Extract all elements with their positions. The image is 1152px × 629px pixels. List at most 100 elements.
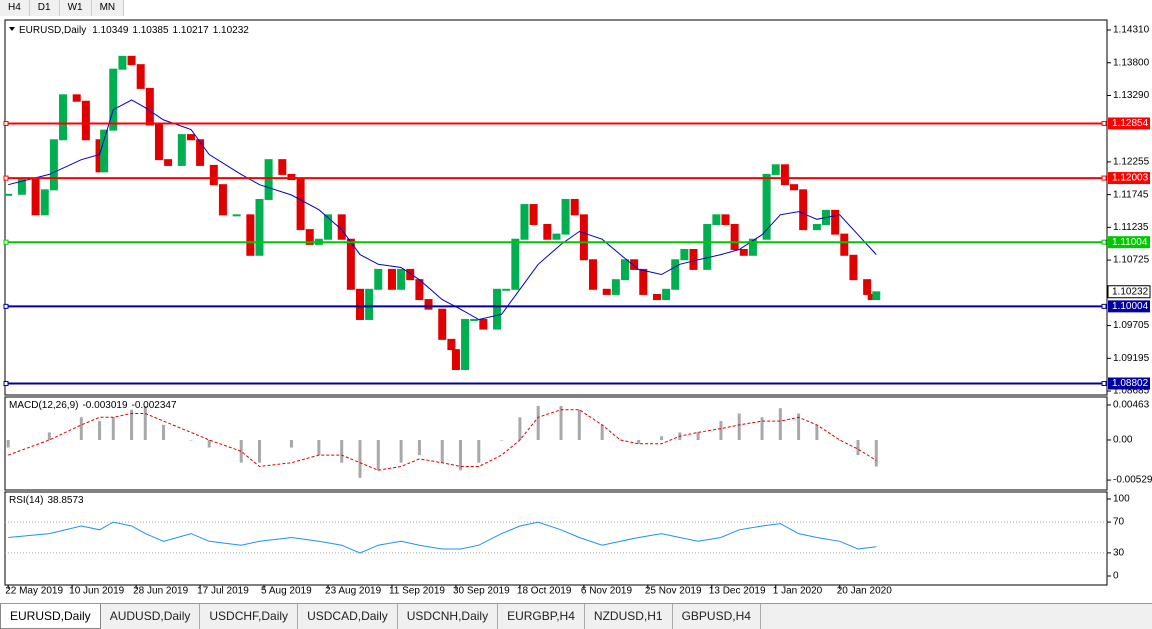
level-anchor: [3, 239, 9, 245]
candle: [447, 338, 456, 351]
ohlc-value: 1.10385: [132, 25, 169, 36]
chart-tab[interactable]: AUDUSD,Daily: [101, 604, 201, 629]
candle: [72, 94, 81, 102]
timeframe-toolbar: H4 D1 W1 MN: [0, 0, 125, 16]
macd-bar: [500, 439, 504, 441]
x-tick-label: 25 Nov 2019: [645, 586, 702, 597]
timeframe-button[interactable]: H4: [0, 0, 30, 16]
candle: [186, 134, 195, 141]
x-tick-label: 11 Sep 2019: [389, 586, 445, 597]
x-tick-label: 30 Sep 2019: [453, 586, 510, 597]
level-anchor: [3, 175, 9, 181]
level-label-box: [1108, 377, 1150, 390]
y-tick-label: 70: [1113, 517, 1125, 528]
candle: [552, 233, 561, 240]
macd-bar: [399, 439, 403, 463]
macd-bar: [143, 405, 147, 440]
chart-tab[interactable]: NZDUSD,H1: [585, 604, 673, 629]
macd-bar: [440, 439, 444, 463]
x-tick-label: 6 Nov 2019: [581, 586, 633, 597]
macd-bar: [289, 439, 293, 448]
macd-panel: [4, 396, 1108, 491]
indicator-name: RSI(14): [9, 495, 43, 506]
candle: [296, 179, 305, 231]
candle: [100, 129, 109, 173]
chart-tab[interactable]: USDCAD,Daily: [298, 604, 398, 629]
macd-bar: [417, 439, 421, 456]
macd-bar: [340, 439, 344, 463]
candle: [451, 349, 460, 371]
candle: [543, 223, 552, 240]
y-tick-label: -0.005299: [1113, 475, 1152, 486]
candle: [136, 64, 145, 89]
candle: [479, 318, 488, 330]
chart-tab[interactable]: GBPUSD,H4: [673, 604, 761, 629]
y-tick-label: 1.14310: [1113, 25, 1150, 36]
moving-average: [8, 99, 877, 321]
candle: [790, 184, 799, 191]
macd-bar: [618, 439, 622, 441]
chart-tab[interactable]: EURGBP,H4: [498, 604, 585, 629]
price-label: 1.10232: [1112, 286, 1149, 297]
candle: [246, 214, 255, 256]
candle: [639, 268, 648, 295]
y-tick-label: 1.11745: [1113, 189, 1149, 200]
x-tick-label: 13 Dec 2019: [709, 586, 766, 597]
x-tick-label: 22 May 2019: [5, 586, 63, 597]
candle: [127, 55, 136, 66]
macd-bar: [189, 439, 193, 441]
macd-bar: [130, 409, 134, 440]
macd-bar: [737, 413, 741, 440]
level-anchor: [1101, 239, 1107, 245]
candle: [748, 238, 757, 256]
level-label: 1.12003: [1112, 173, 1149, 184]
macd-bar: [47, 432, 51, 440]
candle: [397, 268, 406, 290]
main-panel: [4, 19, 1108, 396]
x-tick-label: 23 Aug 2019: [325, 586, 382, 597]
candle: [611, 279, 620, 295]
macd-bar: [79, 417, 83, 440]
ohlc-value: 1.10349: [92, 25, 129, 36]
y-tick-label: 1.13290: [1113, 90, 1150, 101]
macd-bar: [797, 413, 801, 440]
x-tick-label: 5 Aug 2019: [261, 586, 312, 597]
candle: [840, 233, 849, 256]
macd-bar: [778, 408, 782, 440]
timeframe-button[interactable]: MN: [92, 0, 125, 16]
candle: [374, 268, 383, 290]
indicator-value: -0.003019: [82, 400, 127, 411]
chart-tab[interactable]: USDCNH,Daily: [398, 604, 499, 629]
level-anchor: [1101, 175, 1107, 181]
ohlc-value: 1.10232: [213, 25, 250, 36]
symbol: EURUSD,Daily: [19, 25, 86, 36]
level-label: 1.08802: [1112, 378, 1149, 389]
macd-bar: [6, 439, 10, 448]
candle: [799, 189, 808, 231]
candle: [415, 279, 424, 301]
candle: [730, 223, 739, 251]
macd-bar: [815, 424, 819, 440]
candle: [739, 249, 748, 256]
level-anchor: [3, 381, 9, 387]
y-tick-label: 0: [1113, 571, 1119, 582]
timeframe-button[interactable]: D1: [30, 0, 60, 16]
timeframe-button[interactable]: W1: [60, 0, 92, 16]
macd-bar: [207, 439, 211, 448]
macd-bar: [719, 421, 723, 440]
candle: [232, 214, 241, 217]
macd-bar: [874, 439, 878, 467]
candle: [154, 124, 163, 161]
candle: [589, 259, 598, 290]
chart-tab[interactable]: EURUSD,Daily: [0, 604, 101, 629]
candle: [602, 288, 611, 295]
y-tick-label: 1.08685: [1113, 386, 1150, 397]
y-tick-label: 1.09195: [1113, 353, 1150, 364]
chart-tab[interactable]: USDCHF,Daily: [200, 604, 299, 629]
candle: [780, 164, 789, 186]
x-tick-label: 10 Jun 2019: [69, 586, 124, 597]
price-label-box: [1107, 285, 1151, 299]
macd-bar: [376, 439, 380, 471]
macd-bar: [98, 421, 102, 440]
